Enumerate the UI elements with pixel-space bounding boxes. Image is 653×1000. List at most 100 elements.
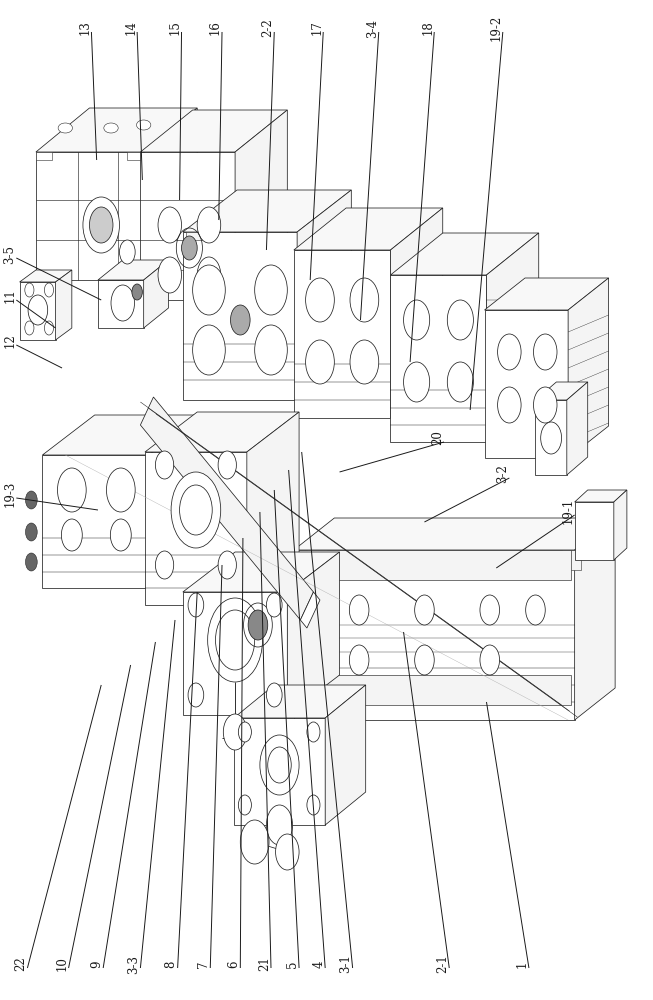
Circle shape (28, 295, 48, 325)
Polygon shape (300, 592, 320, 628)
Circle shape (61, 519, 82, 551)
Polygon shape (575, 502, 614, 560)
Circle shape (182, 236, 197, 260)
Circle shape (25, 553, 37, 571)
Text: 22: 22 (14, 957, 27, 971)
Circle shape (255, 325, 287, 375)
Circle shape (350, 278, 379, 322)
Circle shape (57, 468, 86, 512)
Circle shape (276, 834, 299, 870)
Text: 21: 21 (258, 957, 271, 971)
Polygon shape (20, 282, 56, 340)
Polygon shape (390, 208, 443, 418)
Circle shape (171, 472, 221, 548)
Circle shape (155, 551, 174, 579)
Circle shape (158, 257, 182, 293)
Circle shape (404, 362, 430, 402)
Polygon shape (42, 415, 201, 455)
Text: 3-5: 3-5 (3, 244, 16, 263)
Text: 3-4: 3-4 (366, 18, 379, 37)
Polygon shape (535, 382, 588, 400)
Circle shape (215, 610, 255, 670)
Polygon shape (567, 382, 588, 475)
Circle shape (350, 340, 379, 384)
Text: 12: 12 (3, 334, 16, 348)
Polygon shape (234, 718, 325, 825)
Circle shape (415, 595, 434, 625)
Text: 3-2: 3-2 (496, 465, 509, 483)
Polygon shape (140, 110, 287, 152)
Ellipse shape (104, 123, 118, 133)
Circle shape (266, 683, 282, 707)
Text: 2-1: 2-1 (436, 955, 449, 973)
Polygon shape (36, 152, 52, 160)
Polygon shape (183, 190, 351, 232)
Text: 1: 1 (516, 960, 529, 968)
Circle shape (534, 387, 557, 423)
Polygon shape (183, 232, 297, 400)
Polygon shape (247, 412, 299, 605)
Circle shape (498, 387, 521, 423)
Polygon shape (140, 152, 235, 300)
Circle shape (266, 805, 293, 845)
Polygon shape (575, 490, 627, 502)
Circle shape (260, 735, 299, 795)
Circle shape (132, 284, 142, 300)
Polygon shape (535, 400, 567, 475)
Circle shape (266, 593, 282, 617)
Circle shape (526, 595, 545, 625)
Text: 19-3: 19-3 (3, 481, 16, 507)
Polygon shape (183, 592, 287, 715)
Polygon shape (234, 685, 366, 718)
Circle shape (25, 321, 34, 335)
Text: 17: 17 (310, 21, 323, 35)
Text: 2-2: 2-2 (261, 19, 274, 37)
Text: 6: 6 (227, 960, 240, 968)
Circle shape (119, 240, 135, 264)
Text: 19-2: 19-2 (490, 15, 503, 41)
Polygon shape (485, 278, 609, 310)
Text: 20: 20 (431, 431, 444, 445)
Ellipse shape (136, 120, 151, 130)
Polygon shape (485, 310, 568, 458)
Circle shape (231, 305, 250, 335)
Polygon shape (287, 552, 340, 715)
Text: 13: 13 (78, 21, 91, 35)
Text: 10: 10 (56, 957, 69, 971)
Circle shape (197, 207, 221, 243)
Text: 5: 5 (286, 960, 299, 968)
Text: 9: 9 (90, 960, 103, 968)
Circle shape (218, 551, 236, 579)
Circle shape (447, 362, 473, 402)
Polygon shape (149, 415, 201, 588)
Polygon shape (307, 550, 326, 570)
Circle shape (307, 722, 320, 742)
Text: 3-3: 3-3 (127, 954, 140, 974)
Polygon shape (575, 518, 615, 720)
Circle shape (541, 422, 562, 454)
Circle shape (44, 321, 54, 335)
Text: 8: 8 (165, 960, 178, 968)
Text: 11: 11 (3, 289, 16, 303)
Ellipse shape (58, 123, 72, 133)
Polygon shape (486, 233, 539, 442)
Circle shape (240, 820, 269, 864)
Circle shape (89, 207, 113, 243)
Polygon shape (294, 550, 575, 720)
Polygon shape (20, 270, 72, 282)
Text: 15: 15 (168, 21, 182, 35)
Circle shape (415, 645, 434, 675)
Polygon shape (144, 260, 168, 328)
Polygon shape (98, 280, 144, 328)
Circle shape (25, 283, 34, 297)
Circle shape (223, 714, 247, 750)
Circle shape (158, 207, 182, 243)
Circle shape (188, 683, 204, 707)
Polygon shape (36, 152, 144, 280)
Polygon shape (36, 108, 197, 152)
Circle shape (25, 523, 37, 541)
Polygon shape (390, 275, 486, 442)
Circle shape (44, 283, 54, 297)
Circle shape (404, 300, 430, 340)
Circle shape (193, 265, 225, 315)
